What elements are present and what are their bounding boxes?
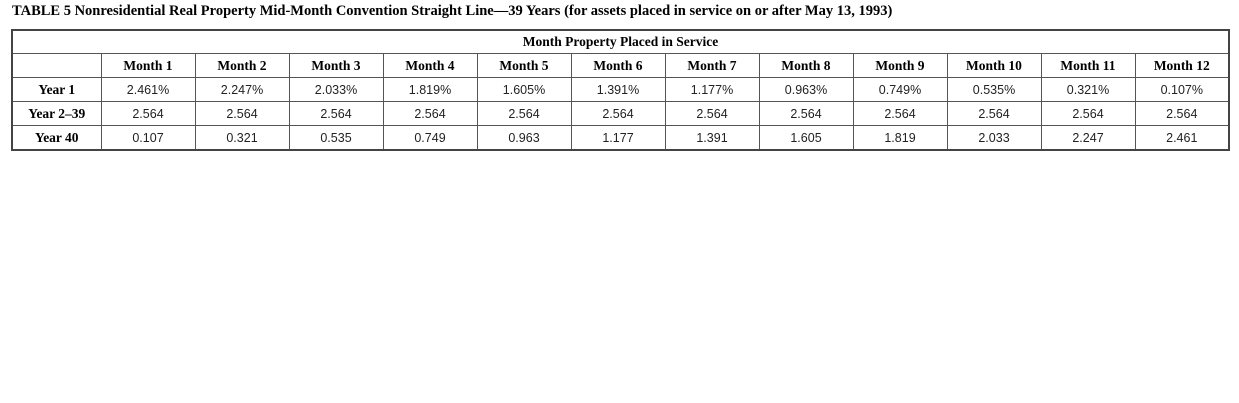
column-header: Month 3: [288, 53, 384, 78]
table-cell: 1.605: [758, 125, 854, 151]
table-cell: 1.819: [852, 125, 948, 151]
table-title: TABLE 5 Nonresidential Real Property Mid…: [12, 3, 893, 19]
table-cell: 0.321: [194, 125, 290, 151]
row-header: Year 40: [11, 125, 102, 151]
table-cell: 1.391%: [570, 77, 666, 102]
table-cell: 2.461%: [100, 77, 196, 102]
column-header: Month 6: [570, 53, 666, 78]
table-cell: 0.963: [476, 125, 572, 151]
table-cell: 0.963%: [758, 77, 854, 102]
column-header: Month 1: [100, 53, 196, 78]
table-row: Year 40 0.107 0.321 0.535 0.749 0.963 1.…: [11, 125, 1230, 151]
table-cell: 2.564: [664, 101, 760, 126]
column-header: Month 4: [382, 53, 478, 78]
corner-cell: [11, 53, 102, 78]
table-row: Year 2–39 2.564 2.564 2.564 2.564 2.564 …: [11, 101, 1230, 126]
table-cell: 2.564: [288, 101, 384, 126]
table-cell: 1.177: [570, 125, 666, 151]
table-cell: 0.107%: [1134, 77, 1230, 102]
row-header: Year 2–39: [11, 101, 102, 126]
table-cell: 2.564: [758, 101, 854, 126]
table-row: Year 1 2.461% 2.247% 2.033% 1.819% 1.605…: [11, 77, 1230, 102]
column-header: Month 7: [664, 53, 760, 78]
super-header: Month Property Placed in Service: [11, 29, 1230, 54]
row-header: Year 1: [11, 77, 102, 102]
table-cell: 0.749%: [852, 77, 948, 102]
table-cell: 1.391: [664, 125, 760, 151]
column-header: Month 9: [852, 53, 948, 78]
table-cell: 2.033: [946, 125, 1042, 151]
column-header: Month 2: [194, 53, 290, 78]
table-cell: 0.535%: [946, 77, 1042, 102]
column-header: Month 5: [476, 53, 572, 78]
super-header-row: Month Property Placed in Service: [11, 29, 1230, 54]
column-header: Month 11: [1040, 53, 1136, 78]
column-header: Month 12: [1134, 53, 1230, 78]
table-cell: 2.564: [476, 101, 572, 126]
column-header: Month 10: [946, 53, 1042, 78]
table-cell: 1.605%: [476, 77, 572, 102]
table-cell: 2.564: [100, 101, 196, 126]
column-header-row: Month 1 Month 2 Month 3 Month 4 Month 5 …: [11, 53, 1230, 78]
table-cell: 1.819%: [382, 77, 478, 102]
table-cell: 2.564: [946, 101, 1042, 126]
table-cell: 2.564: [852, 101, 948, 126]
table-cell: 2.564: [194, 101, 290, 126]
table-cell: 0.535: [288, 125, 384, 151]
table-cell: 2.564: [382, 101, 478, 126]
table-cell: 2.461: [1134, 125, 1230, 151]
depreciation-table: Month Property Placed in Service Month 1…: [11, 29, 1231, 151]
table-cell: 2.564: [1134, 101, 1230, 126]
table-cell: 2.564: [1040, 101, 1136, 126]
table-cell: 2.564: [570, 101, 666, 126]
table-cell: 0.107: [100, 125, 196, 151]
table-cell: 2.247: [1040, 125, 1136, 151]
table-cell: 1.177%: [664, 77, 760, 102]
table-cell: 2.033%: [288, 77, 384, 102]
table-cell: 0.749: [382, 125, 478, 151]
column-header: Month 8: [758, 53, 854, 78]
table-cell: 0.321%: [1040, 77, 1136, 102]
table-cell: 2.247%: [194, 77, 290, 102]
